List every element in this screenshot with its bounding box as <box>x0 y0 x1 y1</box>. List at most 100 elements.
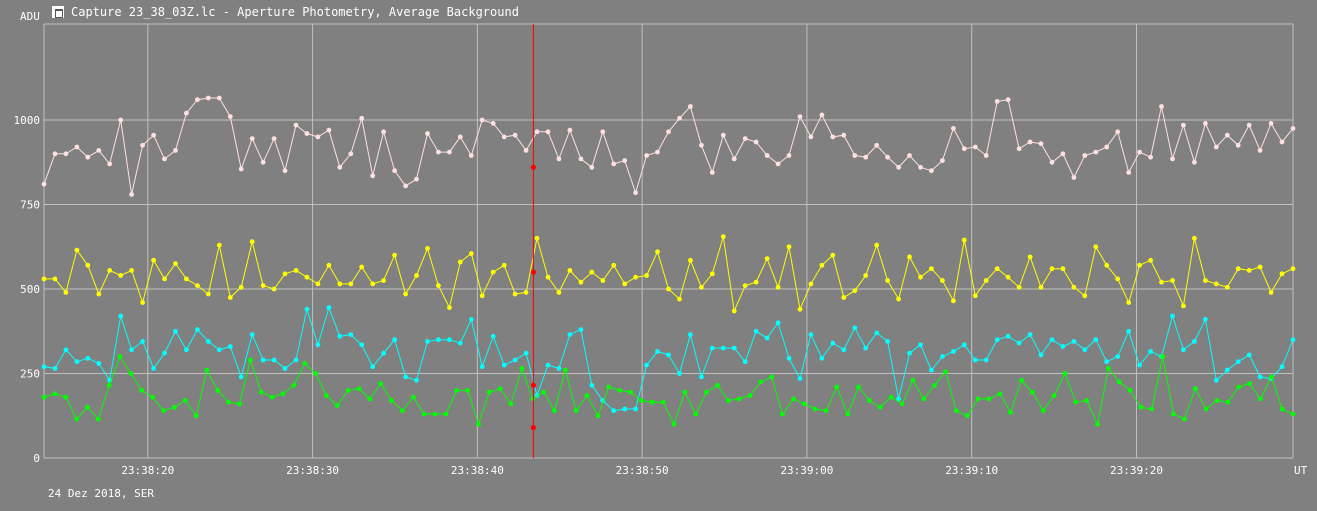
data-point <box>644 362 649 368</box>
data-point <box>1279 406 1285 412</box>
data-point <box>578 156 584 162</box>
data-point <box>457 259 463 265</box>
data-point <box>258 389 264 395</box>
data-point <box>238 284 244 290</box>
data-point <box>129 192 135 197</box>
data-point <box>140 142 146 148</box>
data-point <box>1290 411 1296 417</box>
data-point <box>414 273 419 278</box>
data-point <box>63 347 69 353</box>
data-point <box>677 115 682 121</box>
data-point <box>1051 393 1057 398</box>
cursor-layer[interactable] <box>530 24 536 458</box>
data-point <box>863 154 869 160</box>
data-point <box>1225 399 1231 405</box>
data-point <box>834 384 840 390</box>
data-point <box>1203 121 1208 126</box>
data-point <box>655 249 660 255</box>
data-point <box>567 127 573 133</box>
series-1 <box>41 95 1296 197</box>
data-point <box>1016 146 1022 152</box>
data-point <box>128 371 134 376</box>
data-point <box>775 161 781 167</box>
data-point <box>655 149 660 155</box>
data-point <box>248 357 253 363</box>
data-point <box>490 333 496 339</box>
data-point <box>1016 284 1022 290</box>
data-point <box>1181 347 1186 353</box>
data-point <box>918 342 923 348</box>
data-point <box>302 361 308 366</box>
data-point <box>52 151 58 157</box>
data-point <box>671 421 677 427</box>
data-point <box>644 273 649 278</box>
data-point <box>1257 148 1263 153</box>
data-point <box>1084 398 1089 403</box>
data-point <box>326 127 332 133</box>
data-point <box>315 281 321 287</box>
data-point <box>293 268 299 273</box>
data-point <box>392 252 397 258</box>
data-point <box>260 159 266 165</box>
data-point <box>1137 362 1142 368</box>
data-point <box>852 288 858 294</box>
data-point <box>508 401 514 407</box>
data-point <box>769 374 775 380</box>
data-point <box>162 156 167 162</box>
data-point <box>1040 408 1046 414</box>
data-point <box>1071 175 1077 180</box>
data-point <box>118 117 124 123</box>
data-point <box>457 340 463 346</box>
data-point <box>841 295 847 300</box>
data-point <box>693 411 699 417</box>
data-point <box>1279 364 1285 370</box>
data-point <box>468 251 474 256</box>
data-point <box>227 344 233 349</box>
data-point <box>432 411 438 417</box>
axis-ticks: 0 250 500 750 1000 23:38:20 23:38:30 23:38:40 23… <box>14 114 1163 477</box>
cursor-marker <box>530 269 536 275</box>
data-point <box>195 283 200 288</box>
data-point <box>282 366 288 371</box>
data-point <box>468 153 474 158</box>
data-point <box>74 247 80 253</box>
data-point <box>1049 266 1055 272</box>
data-point <box>994 266 1000 272</box>
data-point <box>479 293 485 299</box>
data-point <box>573 408 579 414</box>
data-point <box>425 339 430 344</box>
data-point <box>370 281 376 287</box>
data-point <box>910 377 916 383</box>
data-point <box>41 276 47 282</box>
data-point <box>797 306 803 312</box>
data-point <box>666 129 671 135</box>
data-point <box>106 382 112 388</box>
data-point <box>530 396 536 402</box>
data-point <box>173 328 178 334</box>
data-point <box>929 266 934 272</box>
data-point <box>699 374 704 380</box>
y-tick-label: 250 <box>20 368 40 381</box>
data-point <box>1149 406 1155 412</box>
data-point <box>797 114 803 119</box>
x-tick-label: 23:39:00 <box>780 464 833 477</box>
data-point <box>237 401 242 407</box>
data-point <box>1192 339 1197 344</box>
y-tick-label: 0 <box>33 452 40 465</box>
y-tick-label: 750 <box>20 199 40 212</box>
data-point <box>633 274 638 280</box>
data-point <box>501 262 507 268</box>
data-point <box>162 276 167 282</box>
data-point <box>359 115 365 121</box>
data-point <box>356 386 362 392</box>
data-point <box>1246 122 1252 128</box>
data-point <box>644 153 649 158</box>
series-line <box>43 306 1294 412</box>
data-point <box>589 382 595 388</box>
data-point <box>830 252 836 258</box>
data-point <box>731 308 737 314</box>
data-point <box>1258 396 1263 402</box>
data-point <box>271 357 277 363</box>
data-point <box>856 384 861 390</box>
